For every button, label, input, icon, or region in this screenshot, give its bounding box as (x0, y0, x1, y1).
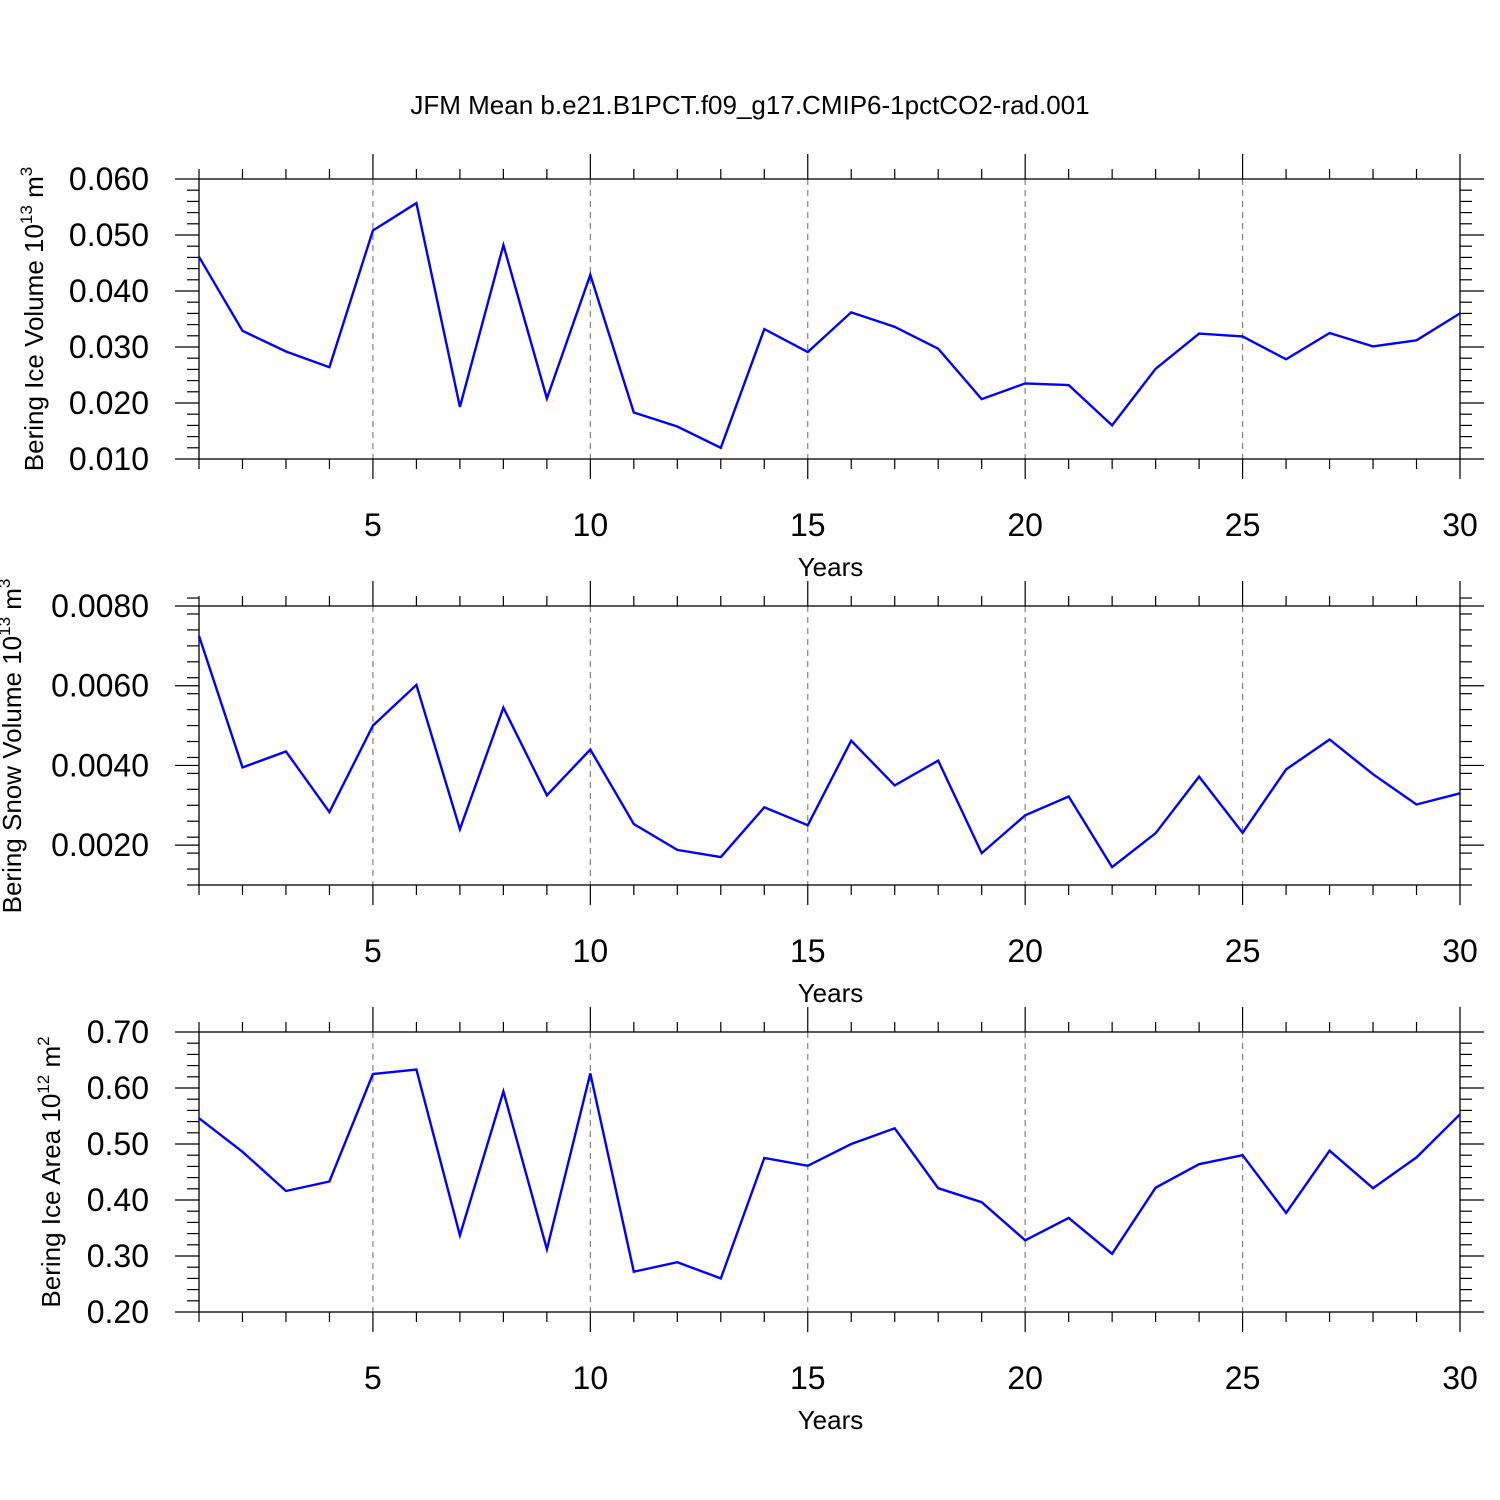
x-tick-label: 20 (1007, 1360, 1043, 1396)
panel-1: 5 10 15 20 25 30 Years 0.010 0.020 0.030 0.040 0.05… (17, 154, 1484, 582)
series-line (198, 1068, 1461, 1280)
y-tick-label: 0.0060 (51, 668, 149, 704)
y-tick-label: 0.20 (87, 1294, 149, 1330)
x-tick-label: 20 (1007, 507, 1043, 543)
y-tick-label: 0.40 (87, 1182, 149, 1218)
y-tick-label: 0.050 (69, 217, 149, 253)
y-tick-label: 0.010 (69, 441, 149, 477)
x-tick-label: 30 (1442, 507, 1478, 543)
plot-frame (198, 178, 1461, 460)
y-tick-label: 0.020 (69, 385, 149, 421)
plot-frame (198, 1031, 1461, 1313)
chart-title: JFM Mean b.e21.B1PCT.f09_g17.CMIP6-1pctC… (410, 90, 1089, 120)
x-tick-label: 5 (364, 1360, 382, 1396)
x-axis-label: Years (798, 552, 864, 582)
plot-frame (198, 605, 1461, 886)
y-axis-label: Bering Ice Area 1012 m2 (34, 1036, 66, 1307)
x-tick-label: 30 (1442, 933, 1478, 969)
x-tick-label: 20 (1007, 933, 1043, 969)
x-axis-label: Years (798, 1405, 864, 1435)
y-tick-label: 0.0080 (51, 588, 149, 624)
y-tick-label: 0.030 (69, 329, 149, 365)
series-line (197, 201, 1461, 450)
panel-3: 5 10 15 20 25 30 Years 0.20 0.30 0.40 0.50 0.60 0.70… (34, 1007, 1484, 1435)
panel-2: 5 10 15 20 25 30 Years 0.0020 0.0040 0.0060 0.0080… (0, 579, 1484, 1008)
x-tick-label: 30 (1442, 1360, 1478, 1396)
x-tick-label: 25 (1225, 1360, 1261, 1396)
x-tick-label: 10 (573, 507, 609, 543)
panels: 5 10 15 20 25 30 Years 0.010 0.020 0.030 0.040 0.05… (0, 154, 1484, 1435)
x-tick-label: 10 (573, 933, 609, 969)
y-tick-label: 0.50 (87, 1126, 149, 1162)
x-tick-label: 5 (364, 507, 382, 543)
y-tick-label: 0.0020 (51, 827, 149, 863)
y-tick-label: 0.60 (87, 1070, 149, 1106)
y-tick-label: 0.30 (87, 1238, 149, 1274)
x-tick-label: 25 (1225, 933, 1261, 969)
y-tick-label: 0.040 (69, 273, 149, 309)
y-axis-label: Bering Ice Volume 1013 m3 (17, 167, 49, 471)
y-axis-label: Bering Snow Volume 1013 m3 (0, 579, 27, 914)
x-tick-label: 5 (364, 933, 382, 969)
x-axis-label: Years (798, 978, 864, 1008)
series-line (197, 635, 1461, 869)
y-tick-label: 0.0040 (51, 747, 149, 783)
x-tick-label: 15 (790, 1360, 826, 1396)
x-tick-label: 15 (790, 507, 826, 543)
x-tick-label: 15 (790, 933, 826, 969)
x-tick-label: 25 (1225, 507, 1261, 543)
x-tick-label: 10 (573, 1360, 609, 1396)
y-tick-label: 0.70 (87, 1014, 149, 1050)
y-tick-label: 0.060 (69, 161, 149, 197)
